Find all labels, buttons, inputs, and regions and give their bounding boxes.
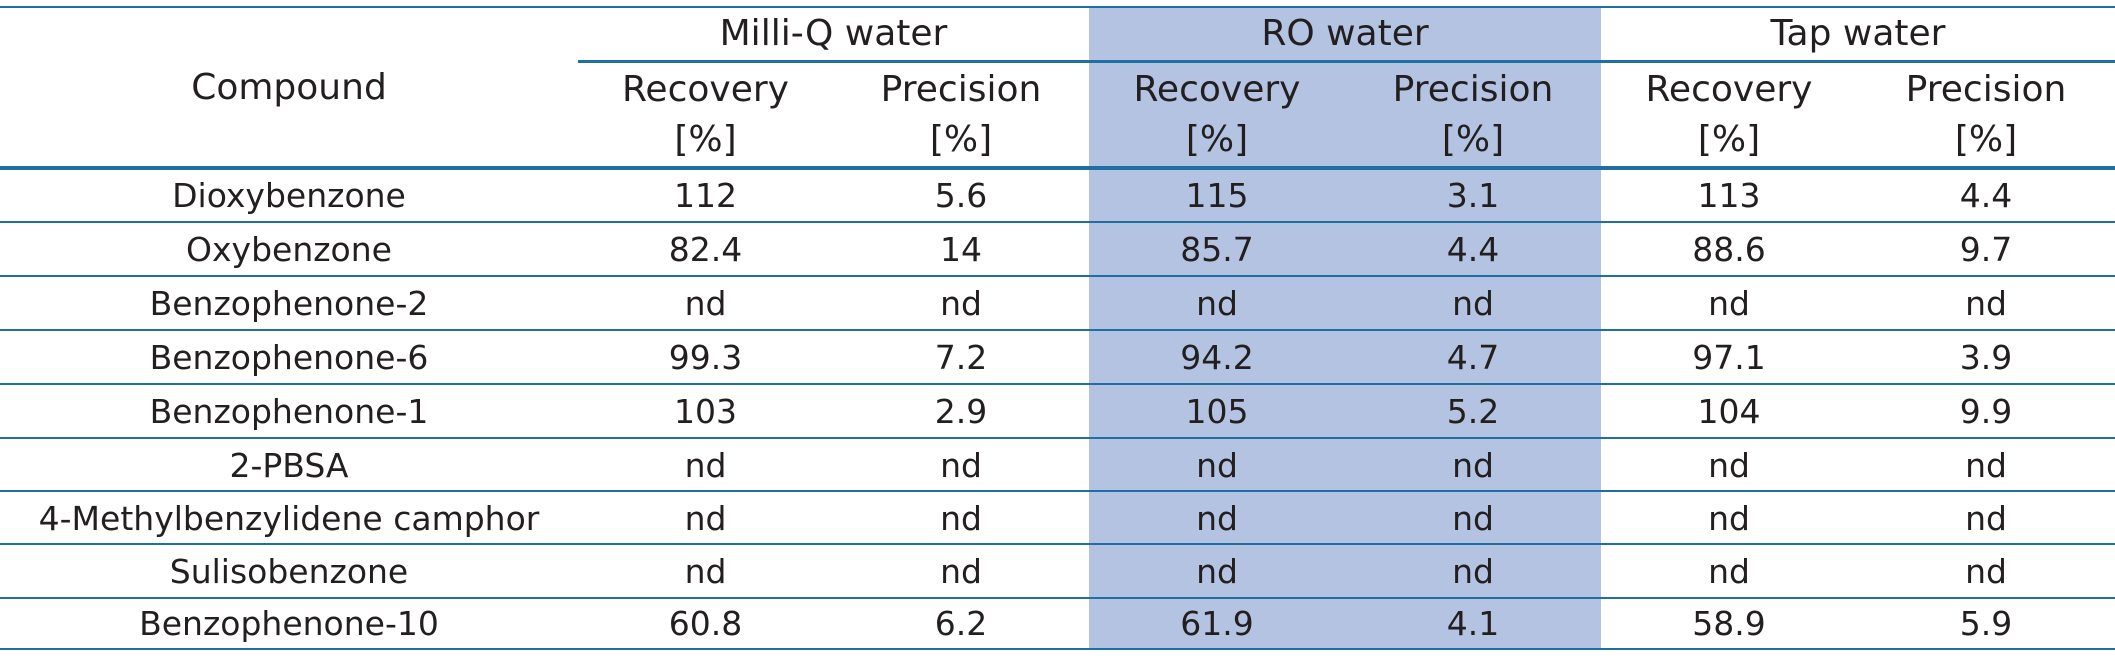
ro-precision-value: 3.1 — [1446, 176, 1500, 215]
tap-recovery-value: nd — [1708, 499, 1750, 538]
tap-recovery-value: 88.6 — [1692, 230, 1766, 269]
milliq-group-rule — [578, 60, 1089, 63]
ro-precision-value: 4.1 — [1446, 604, 1500, 643]
tap-precision-value: nd — [1965, 552, 2007, 591]
ro-recovery-unit: [%] — [1185, 119, 1249, 160]
ro-group-rule — [1089, 60, 1601, 63]
milliq-recovery-value: nd — [684, 499, 727, 538]
milliq-recovery-header: Recovery — [622, 69, 789, 110]
group-header-milliq: Milli-Q water — [719, 13, 948, 54]
row-separator — [0, 597, 2115, 599]
ro-recovery-value: nd — [1196, 446, 1238, 485]
ro-recovery-header: Recovery — [1133, 69, 1301, 110]
tap-recovery-header: Recovery — [1645, 69, 1813, 110]
milliq-recovery-value: 112 — [674, 176, 737, 215]
milliq-precision-value: 7.2 — [934, 338, 988, 377]
tap-precision-value: nd — [1965, 284, 2007, 323]
milliq-recovery-value: nd — [684, 552, 727, 591]
ro-precision-unit: [%] — [1441, 119, 1505, 160]
milliq-recovery-value: 82.4 — [668, 230, 743, 269]
row-separator — [0, 437, 2115, 439]
milliq-precision-value: nd — [940, 446, 982, 485]
tap-recovery-value: 104 — [1697, 392, 1761, 431]
ro-recovery-value: 61.9 — [1180, 604, 1254, 643]
milliq-precision-value: nd — [940, 552, 982, 591]
ro-recovery-value: nd — [1196, 284, 1238, 323]
tap-recovery-value: 97.1 — [1692, 338, 1766, 377]
row-separator — [0, 221, 2115, 223]
compound-name: 4-Methylbenzylidene camphor — [38, 499, 540, 538]
ro-recovery-value: 94.2 — [1180, 338, 1254, 377]
ro-recovery-value: nd — [1196, 552, 1238, 591]
tap-recovery-value: 58.9 — [1692, 604, 1766, 643]
compound-header: Compound — [191, 67, 387, 108]
ro-recovery-value: 115 — [1185, 176, 1249, 215]
milliq-precision-unit: [%] — [929, 119, 993, 160]
tap-recovery-value: nd — [1708, 552, 1750, 591]
row-separator — [0, 329, 2115, 331]
milliq-recovery-unit: [%] — [674, 119, 737, 160]
table-bottom-rule — [0, 648, 2115, 650]
tap-group-rule — [1601, 60, 2115, 63]
tap-recovery-value: nd — [1708, 446, 1750, 485]
tap-precision-value: 4.4 — [1959, 176, 2013, 215]
ro-precision-value: 5.2 — [1446, 392, 1500, 431]
tap-precision-value: nd — [1965, 446, 2007, 485]
milliq-precision-header: Precision — [880, 69, 1042, 110]
ro-precision-header: Precision — [1392, 69, 1554, 110]
tap-recovery-value: nd — [1708, 284, 1750, 323]
milliq-recovery-value: 60.8 — [668, 604, 743, 643]
milliq-precision-value: 6.2 — [934, 604, 988, 643]
milliq-recovery-value: 99.3 — [668, 338, 743, 377]
ro-recovery-value: 105 — [1185, 392, 1249, 431]
group-header-tap: Tap water — [1770, 13, 1946, 54]
tap-recovery-unit: [%] — [1697, 119, 1761, 160]
group-header-ro: RO water — [1261, 13, 1429, 54]
ro-recovery-value: 85.7 — [1180, 230, 1254, 269]
milliq-recovery-value: 103 — [674, 392, 737, 431]
tap-precision-value: 5.9 — [1959, 604, 2013, 643]
row-separator — [0, 490, 2115, 492]
tap-precision-value: 3.9 — [1959, 338, 2013, 377]
compound-name: Benzophenone-2 — [149, 284, 429, 323]
compound-name: 2-PBSA — [229, 446, 349, 485]
ro-recovery-value: nd — [1196, 499, 1238, 538]
row-separator — [0, 543, 2115, 545]
tap-precision-unit: [%] — [1954, 119, 2018, 160]
ro-water-column-shading — [1089, 8, 1601, 648]
table-top-rule — [0, 6, 2115, 8]
header-bottom-rule — [0, 166, 2115, 170]
ro-precision-value: nd — [1452, 284, 1494, 323]
ro-precision-value: 4.4 — [1446, 230, 1500, 269]
row-separator — [0, 383, 2115, 385]
tap-precision-value: 9.9 — [1959, 392, 2013, 431]
tap-precision-value: 9.7 — [1959, 230, 2013, 269]
ro-precision-value: nd — [1452, 499, 1494, 538]
compound-name: Sulisobenzone — [169, 552, 409, 591]
compound-name: Benzophenone-6 — [149, 338, 429, 377]
milliq-recovery-value: nd — [684, 446, 727, 485]
milliq-precision-value: 2.9 — [934, 392, 988, 431]
milliq-recovery-value: nd — [684, 284, 727, 323]
compound-name: Oxybenzone — [186, 230, 392, 269]
milliq-precision-value: 14 — [940, 230, 982, 269]
milliq-precision-value: nd — [940, 284, 982, 323]
milliq-precision-value: 5.6 — [934, 176, 988, 215]
ro-precision-value: nd — [1452, 552, 1494, 591]
compound-name: Dioxybenzone — [172, 176, 406, 215]
tap-recovery-value: 113 — [1697, 176, 1761, 215]
tap-precision-value: nd — [1965, 499, 2007, 538]
ro-precision-value: nd — [1452, 446, 1494, 485]
compound-name: Benzophenone-1 — [149, 392, 429, 431]
tap-precision-header: Precision — [1905, 69, 2067, 110]
milliq-precision-value: nd — [940, 499, 982, 538]
row-separator — [0, 275, 2115, 277]
compound-name: Benzophenone-10 — [139, 604, 439, 643]
ro-precision-value: 4.7 — [1446, 338, 1500, 377]
